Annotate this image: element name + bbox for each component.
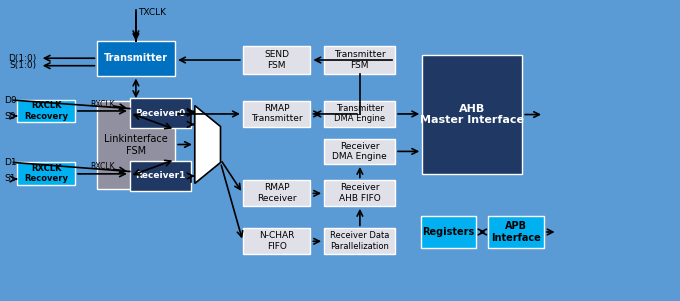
FancyBboxPatch shape [18,100,75,122]
Text: RXCLK: RXCLK [90,100,115,109]
Polygon shape [194,106,220,183]
Text: Registers: Registers [422,227,475,237]
Text: TXCLK: TXCLK [138,8,166,17]
Text: S1: S1 [4,175,16,184]
FancyBboxPatch shape [18,163,75,185]
FancyBboxPatch shape [130,98,190,128]
FancyBboxPatch shape [130,161,190,191]
Text: RXCLK
Recovery: RXCLK Recovery [24,101,68,120]
Text: Receiver Data
Parallelization: Receiver Data Parallelization [330,231,389,251]
Text: RMAP
Receiver: RMAP Receiver [257,184,296,203]
Text: N-CHAR
FIFO: N-CHAR FIFO [259,231,294,251]
Text: D0: D0 [4,96,16,105]
FancyBboxPatch shape [422,54,522,175]
Text: AHB
Master Interface: AHB Master Interface [420,104,524,125]
FancyBboxPatch shape [97,41,175,76]
Text: RXCLK: RXCLK [90,163,115,172]
FancyBboxPatch shape [421,216,476,248]
Text: Linkinterface
FSM: Linkinterface FSM [104,135,168,156]
FancyBboxPatch shape [324,181,395,206]
Text: Transmitter
FSM: Transmitter FSM [334,50,386,70]
FancyBboxPatch shape [243,228,311,254]
FancyBboxPatch shape [488,216,544,248]
FancyBboxPatch shape [324,101,395,126]
Text: Transmitter
DMA Engine: Transmitter DMA Engine [334,104,385,123]
FancyBboxPatch shape [97,101,175,189]
Text: S(1:0): S(1:0) [10,61,37,70]
Text: RMAP
Transmitter: RMAP Transmitter [251,104,303,123]
Text: Receiver
DMA Engine: Receiver DMA Engine [333,141,387,161]
Text: Receiver0: Receiver0 [135,109,186,118]
Text: D1: D1 [4,158,16,167]
Text: Transmitter: Transmitter [104,53,168,64]
Text: D(1:0): D(1:0) [8,54,37,63]
Text: SEND
FSM: SEND FSM [264,50,289,70]
FancyBboxPatch shape [324,46,395,74]
FancyBboxPatch shape [243,181,311,206]
Text: APB
Interface: APB Interface [492,221,541,243]
Text: Receiver
AHB FIFO: Receiver AHB FIFO [339,184,380,203]
FancyBboxPatch shape [243,46,311,74]
Text: S0: S0 [4,112,16,120]
FancyBboxPatch shape [243,101,311,126]
Text: RXCLK
Recovery: RXCLK Recovery [24,164,68,183]
Text: Receiver1: Receiver1 [135,172,186,181]
FancyBboxPatch shape [324,228,395,254]
FancyBboxPatch shape [324,138,395,164]
